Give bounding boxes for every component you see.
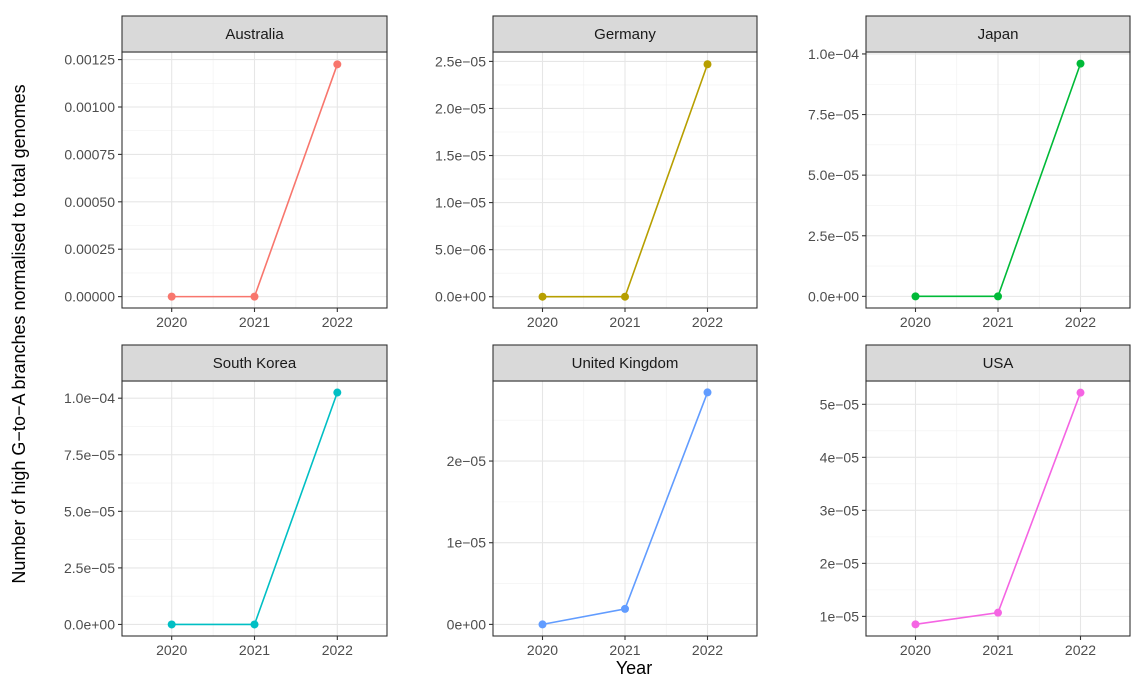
y-tick-label: 5.0e−06 <box>435 242 486 258</box>
facet-strip <box>492 15 758 53</box>
panel-south-korea: South Korea 0.0e+00 2.5e−05 5.0e−05 7.5e−05 1… <box>64 344 388 658</box>
data-point-usa-2022 <box>1076 388 1085 397</box>
y-tick-label: 4e−05 <box>820 449 860 465</box>
y-tick-label: 0.00000 <box>64 289 115 305</box>
data-point-united-kingdom-2022 <box>703 388 712 397</box>
facet-strip <box>492 344 758 382</box>
x-tick-label: 2022 <box>1065 314 1096 330</box>
facet-strip-label: United Kingdom <box>572 355 679 372</box>
y-tick-label: 5.0e−05 <box>808 167 859 183</box>
x-tick-label: 2020 <box>900 314 931 330</box>
y-tick-label: 5e−05 <box>820 396 860 412</box>
panel-australia: Australia 0.00000 0.00025 0.00050 0.00075 0.0… <box>64 15 388 330</box>
x-tick-label: 2021 <box>239 642 270 658</box>
y-tick-label: 2e−05 <box>820 555 860 571</box>
x-tick-label: 2021 <box>982 314 1013 330</box>
data-point-japan-2022 <box>1076 59 1085 68</box>
y-tick-label: 0.00050 <box>64 194 115 210</box>
y-tick-label: 1.0e−05 <box>435 195 486 211</box>
y-tick-label: 3e−05 <box>820 502 860 518</box>
data-point-usa-2020 <box>911 620 920 629</box>
y-tick-label: 7.5e−05 <box>64 447 115 463</box>
panel-usa: USA 1e−05 2e−05 3e−05 4e−05 5e−05 2020 2021 2022 <box>820 344 1131 658</box>
x-axis-title: Year <box>616 658 652 678</box>
facet-panels: Australia 0.00000 0.00025 0.00050 0.00075 0.0… <box>64 15 1131 658</box>
y-tick-label: 1e−05 <box>820 608 860 624</box>
y-tick-label: 0.0e+00 <box>64 616 115 632</box>
y-tick-label: 1.0e−04 <box>808 46 859 62</box>
y-tick-label: 2.5e−05 <box>435 53 486 69</box>
y-tick-label: 0.00025 <box>64 241 115 257</box>
data-point-australia-2021 <box>250 292 259 301</box>
y-tick-label: 1.0e−04 <box>64 390 115 406</box>
y-axis-title: Number of high G−to−A branches normalise… <box>9 84 29 583</box>
x-tick-label: 2020 <box>900 642 931 658</box>
data-point-united-kingdom-2021 <box>621 604 629 613</box>
y-tick-label: 0e+00 <box>447 616 487 632</box>
x-tick-label: 2021 <box>982 642 1013 658</box>
data-point-south-korea-2021 <box>250 620 259 629</box>
data-point-germany-2021 <box>621 292 629 301</box>
facet-strip-label: Japan <box>978 26 1019 43</box>
x-tick-label: 2020 <box>156 314 187 330</box>
x-tick-label: 2020 <box>527 642 558 658</box>
facet-strip <box>121 344 388 382</box>
x-tick-label: 2020 <box>156 642 187 658</box>
x-tick-label: 2022 <box>322 314 353 330</box>
y-tick-label: 0.00075 <box>64 146 115 162</box>
x-tick-label: 2022 <box>322 642 353 658</box>
data-point-usa-2021 <box>994 608 1002 617</box>
data-point-germany-2022 <box>703 60 712 69</box>
x-tick-label: 2021 <box>609 314 640 330</box>
panel-germany: Germany 0.0e+00 5.0e−06 1.0e−05 1.5e−05 2.0e−… <box>435 15 758 330</box>
data-point-united-kingdom-2020 <box>538 620 547 629</box>
y-tick-label: 0.0e+00 <box>435 289 486 305</box>
y-tick-label: 2.5e−05 <box>64 560 115 576</box>
panel-united-kingdom: United Kingdom 0e+00 1e−05 2e−05 2020 2021 202… <box>447 344 758 658</box>
facet-strip-label: USA <box>983 355 1014 372</box>
facet-strip <box>121 15 388 53</box>
y-tick-label: 2.0e−05 <box>435 100 486 116</box>
x-tick-label: 2021 <box>239 314 270 330</box>
data-point-south-korea-2020 <box>167 620 176 629</box>
y-tick-label: 2.5e−05 <box>808 228 859 244</box>
data-point-south-korea-2022 <box>333 388 342 397</box>
y-tick-label: 0.00125 <box>64 52 115 68</box>
facet-strip-label: Germany <box>594 26 656 43</box>
x-tick-label: 2022 <box>692 642 723 658</box>
x-tick-label: 2022 <box>692 314 723 330</box>
y-tick-label: 1.5e−05 <box>435 148 486 164</box>
facet-strip-label: South Korea <box>213 355 297 372</box>
data-point-germany-2020 <box>538 292 547 301</box>
facet-strip <box>865 15 1131 53</box>
facet-strip-label: Australia <box>225 26 284 43</box>
data-point-australia-2022 <box>333 60 342 69</box>
panel-japan: Japan 0.0e+00 2.5e−05 5.0e−05 7.5e−05 1.0e−04… <box>808 15 1131 330</box>
data-point-japan-2020 <box>911 292 920 301</box>
y-tick-label: 0.0e+00 <box>808 288 859 304</box>
y-tick-label: 5.0e−05 <box>64 503 115 519</box>
y-tick-label: 2e−05 <box>447 453 487 469</box>
x-tick-label: 2020 <box>527 314 558 330</box>
y-tick-label: 0.00100 <box>64 99 115 115</box>
data-point-japan-2021 <box>994 292 1002 301</box>
x-tick-label: 2021 <box>609 642 640 658</box>
y-tick-label: 7.5e−05 <box>808 107 859 123</box>
data-point-australia-2020 <box>167 292 176 301</box>
x-tick-label: 2022 <box>1065 642 1096 658</box>
y-tick-label: 1e−05 <box>447 535 487 551</box>
facet-strip <box>865 344 1131 382</box>
